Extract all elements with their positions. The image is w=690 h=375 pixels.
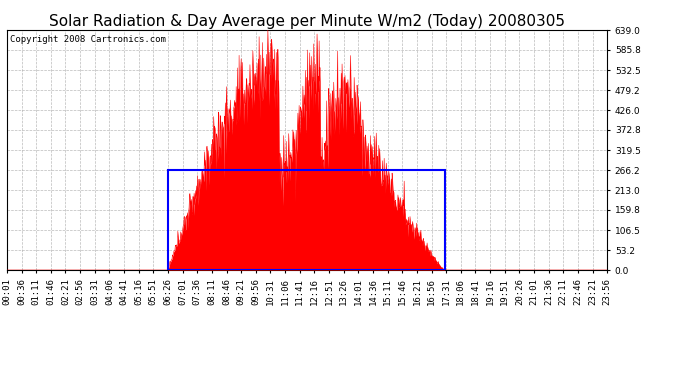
Bar (168, 170, 445, 270)
Text: Copyright 2008 Cartronics.com: Copyright 2008 Cartronics.com (10, 35, 166, 44)
Title: Solar Radiation & Day Average per Minute W/m2 (Today) 20080305: Solar Radiation & Day Average per Minute… (49, 14, 565, 29)
